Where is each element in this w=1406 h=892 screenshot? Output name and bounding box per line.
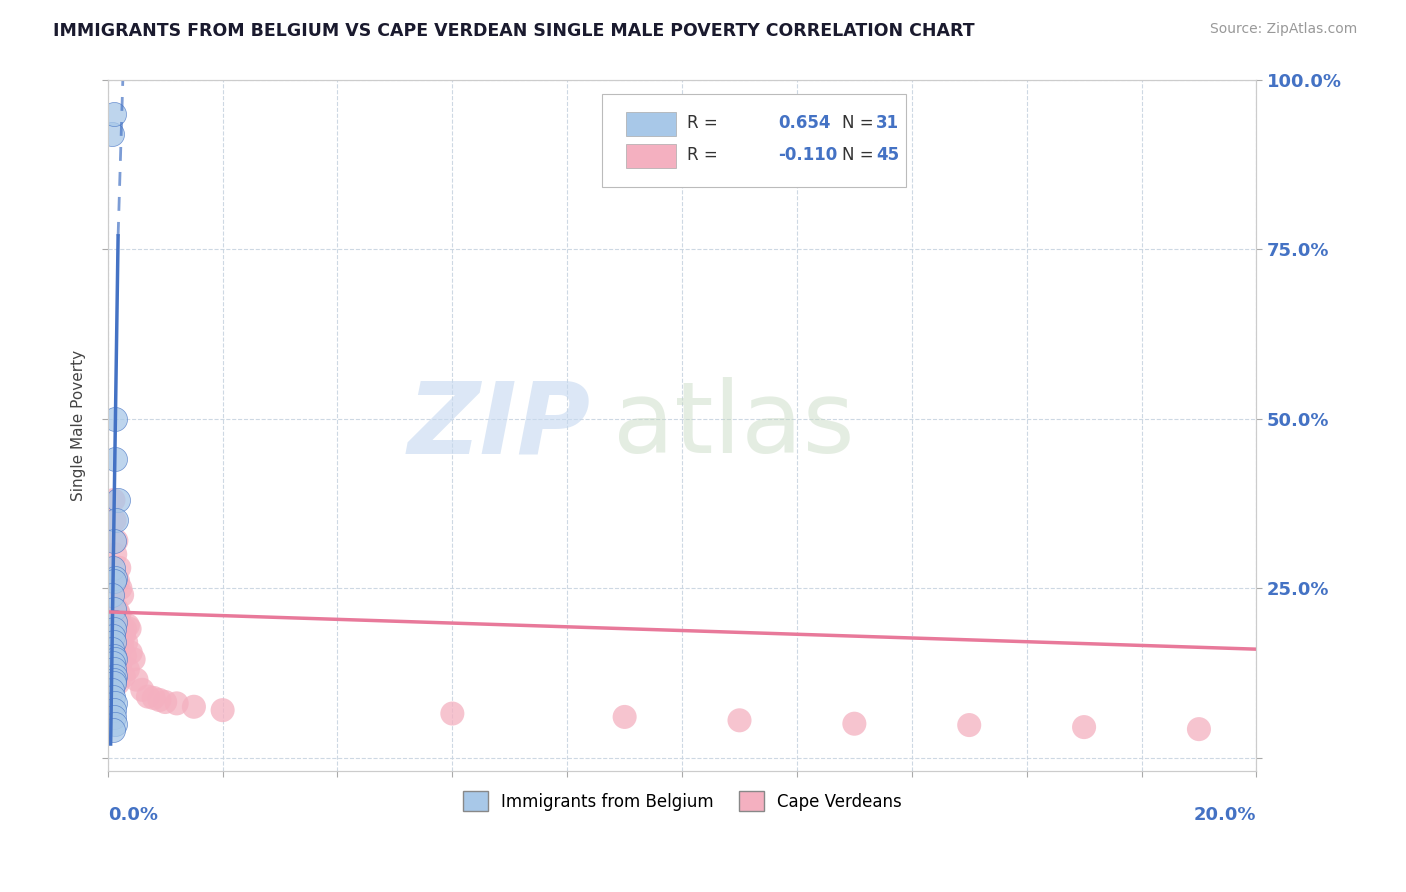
Text: 0.0%: 0.0% bbox=[108, 805, 157, 823]
Point bbox=[103, 710, 125, 724]
Point bbox=[110, 629, 132, 643]
Point bbox=[613, 710, 636, 724]
Point bbox=[110, 581, 132, 595]
Text: IMMIGRANTS FROM BELGIUM VS CAPE VERDEAN SINGLE MALE POVERTY CORRELATION CHART: IMMIGRANTS FROM BELGIUM VS CAPE VERDEAN … bbox=[53, 22, 974, 40]
Point bbox=[103, 648, 125, 663]
Point bbox=[117, 618, 139, 632]
Point bbox=[104, 513, 127, 527]
Text: 0.654: 0.654 bbox=[779, 114, 831, 132]
FancyBboxPatch shape bbox=[626, 144, 676, 168]
Point bbox=[112, 669, 135, 683]
Y-axis label: Single Male Poverty: Single Male Poverty bbox=[72, 350, 86, 501]
Point bbox=[104, 571, 127, 585]
Point bbox=[104, 411, 127, 425]
Text: R =: R = bbox=[686, 145, 717, 163]
Point bbox=[148, 693, 170, 707]
Text: 20.0%: 20.0% bbox=[1194, 805, 1257, 823]
Point bbox=[153, 695, 176, 709]
Point bbox=[114, 622, 136, 636]
Point bbox=[104, 513, 127, 527]
Point bbox=[211, 703, 233, 717]
Point bbox=[122, 652, 145, 666]
Point bbox=[117, 663, 139, 677]
Text: R =: R = bbox=[686, 114, 717, 132]
Point bbox=[110, 656, 132, 670]
Point bbox=[103, 601, 125, 615]
Point bbox=[103, 635, 125, 649]
Point bbox=[111, 639, 134, 653]
Point bbox=[103, 663, 125, 677]
Point bbox=[108, 642, 131, 657]
Point bbox=[441, 706, 464, 721]
Point bbox=[101, 690, 124, 704]
Text: N =: N = bbox=[842, 145, 873, 163]
Point bbox=[136, 690, 159, 704]
Point bbox=[111, 588, 134, 602]
FancyBboxPatch shape bbox=[626, 112, 676, 136]
Point bbox=[101, 642, 124, 657]
Point bbox=[103, 533, 125, 548]
Point bbox=[101, 629, 124, 643]
Point bbox=[112, 629, 135, 643]
Point bbox=[103, 703, 125, 717]
Point bbox=[104, 697, 127, 711]
Point bbox=[101, 127, 124, 141]
Point bbox=[101, 682, 124, 697]
Point bbox=[142, 690, 165, 705]
Point bbox=[120, 646, 142, 660]
Point bbox=[115, 635, 138, 649]
Point bbox=[103, 622, 125, 636]
Point bbox=[183, 699, 205, 714]
Point bbox=[166, 697, 188, 711]
Point bbox=[103, 493, 125, 508]
Point bbox=[107, 493, 129, 508]
Text: 31: 31 bbox=[876, 114, 900, 132]
Point bbox=[125, 673, 148, 687]
Point bbox=[728, 714, 751, 728]
Text: -0.110: -0.110 bbox=[779, 145, 838, 163]
Point bbox=[103, 673, 125, 687]
Point bbox=[108, 608, 131, 623]
Point bbox=[118, 622, 141, 636]
Point bbox=[131, 682, 153, 697]
Point bbox=[108, 561, 131, 575]
Text: N =: N = bbox=[842, 114, 873, 132]
Point bbox=[107, 574, 129, 589]
Point bbox=[105, 601, 128, 615]
Point bbox=[104, 652, 127, 666]
Text: atlas: atlas bbox=[613, 377, 855, 474]
Point bbox=[957, 718, 980, 732]
Point bbox=[104, 452, 127, 467]
Point bbox=[104, 669, 127, 683]
Point bbox=[101, 723, 124, 738]
Point bbox=[104, 615, 127, 629]
Text: Source: ZipAtlas.com: Source: ZipAtlas.com bbox=[1209, 22, 1357, 37]
Point bbox=[104, 547, 127, 561]
Point bbox=[1073, 720, 1095, 734]
Point bbox=[107, 676, 129, 690]
Point bbox=[1188, 722, 1211, 736]
FancyBboxPatch shape bbox=[602, 94, 905, 187]
Point bbox=[844, 716, 866, 731]
Point bbox=[101, 656, 124, 670]
Text: 45: 45 bbox=[876, 145, 900, 163]
Point bbox=[103, 574, 125, 589]
Point bbox=[103, 676, 125, 690]
Point bbox=[101, 588, 124, 602]
Point bbox=[103, 107, 125, 121]
Point bbox=[104, 615, 127, 629]
Point bbox=[107, 635, 129, 649]
Legend: Immigrants from Belgium, Cape Verdeans: Immigrants from Belgium, Cape Verdeans bbox=[456, 784, 908, 818]
Point bbox=[111, 622, 134, 636]
Point bbox=[101, 561, 124, 575]
Point bbox=[104, 716, 127, 731]
Text: ZIP: ZIP bbox=[408, 377, 591, 474]
Point bbox=[105, 533, 128, 548]
Point bbox=[107, 605, 129, 619]
Point bbox=[114, 648, 136, 663]
